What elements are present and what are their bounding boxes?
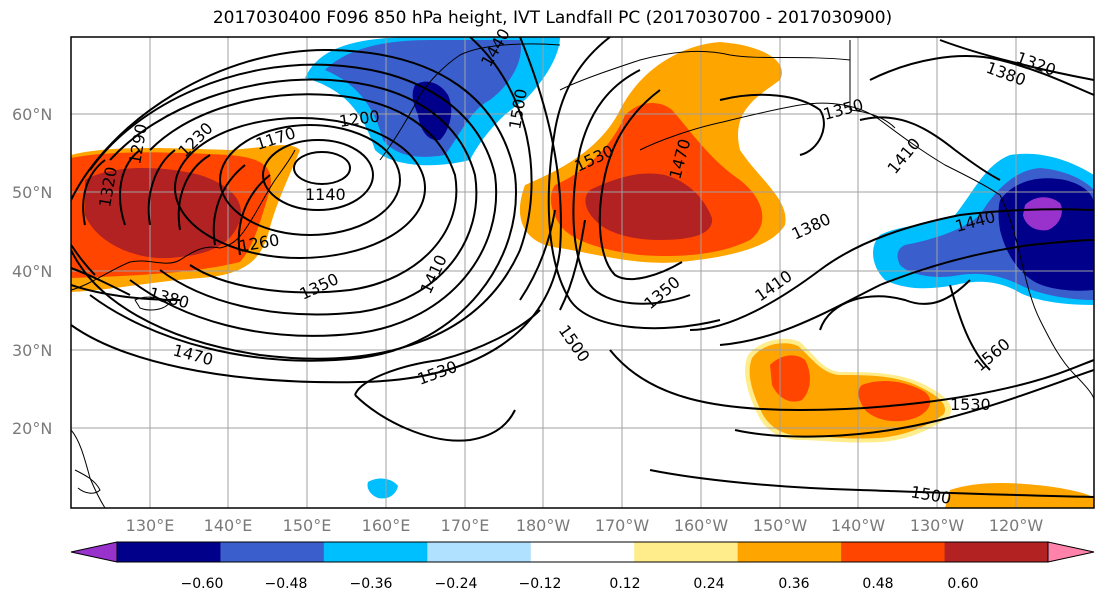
colorbar-tick-label: −0.12 <box>519 576 562 592</box>
map-panel: 1170 1200 1230 1290 1320 1140 1260 1350 … <box>70 25 1095 509</box>
lat-label: 40°N <box>12 262 52 281</box>
colorbar-swatch <box>70 541 118 563</box>
lon-label: 130°W <box>910 516 965 535</box>
colorbar-tick-label: 0.24 <box>693 576 724 592</box>
lon-label: 180°W <box>516 516 571 535</box>
lon-label: 130°E <box>126 516 175 535</box>
colorbar-swatch <box>117 542 221 562</box>
colorbar-ticks: −0.60 −0.48 −0.36 −0.24 −0.12 0.12 0.24 … <box>181 576 979 592</box>
lon-label: 120°W <box>989 516 1044 535</box>
colorbar-tick-label: 0.12 <box>609 576 640 592</box>
lon-label: 170°E <box>441 516 490 535</box>
lat-label: 60°N <box>12 105 52 124</box>
colorbar-swatch <box>427 542 532 562</box>
colorbar-swatch <box>323 542 428 562</box>
ivt-shade-region <box>858 380 931 422</box>
lat-label: 20°N <box>12 419 52 438</box>
colorbar-swatch <box>530 542 635 562</box>
lon-label: 160°W <box>674 516 729 535</box>
ivt-shade-region <box>585 173 713 240</box>
height-contours <box>71 37 1094 498</box>
contour-label: 1530 <box>950 395 991 414</box>
colorbar-frame <box>116 541 1049 563</box>
colorbar-tick-label: 0.60 <box>947 576 978 592</box>
colorbar-swatch <box>634 542 739 562</box>
lon-label: 140°W <box>831 516 886 535</box>
colorbar-tick-label: −0.24 <box>435 576 478 592</box>
colorbar-swatch <box>1047 541 1095 563</box>
map-frame <box>70 36 1095 509</box>
colorbar-swatch <box>841 542 946 562</box>
colorbar-tick-label: −0.60 <box>181 576 224 592</box>
latitude-axis: 60°N 50°N 40°N 30°N 20°N <box>12 105 52 438</box>
lon-label: 140°E <box>204 516 253 535</box>
ivt-shade-region <box>1023 197 1062 231</box>
colorbar <box>70 541 1095 563</box>
colorbar-swatch <box>944 542 1049 562</box>
colorbar-tick-label: −0.36 <box>350 576 393 592</box>
map-title: 2017030400 F096 850 hPa height, IVT Land… <box>212 8 893 28</box>
lon-label: 150°W <box>753 516 808 535</box>
colorbar-tick-label: 0.36 <box>778 576 809 592</box>
coastlines <box>71 40 1094 508</box>
lon-label: 160°E <box>362 516 411 535</box>
ivt-shade-region <box>367 478 398 499</box>
colorbar-tick-label: 0.48 <box>862 576 893 592</box>
lat-label: 30°N <box>12 341 52 360</box>
lon-label: 150°E <box>283 516 332 535</box>
lat-label: 50°N <box>12 183 52 202</box>
colorbar-swatch <box>737 542 842 562</box>
contour-label: 1140 <box>305 185 346 204</box>
colorbar-swatch <box>220 542 325 562</box>
graticule <box>71 37 1094 508</box>
ivt-shade-region <box>85 168 241 259</box>
lon-label: 170°W <box>595 516 650 535</box>
colorbar-tick-label: −0.48 <box>265 576 308 592</box>
longitude-axis: 130°E 140°E 150°E 160°E 170°E 180°W 170°… <box>126 516 1044 535</box>
ivt-shade-region <box>998 178 1094 291</box>
